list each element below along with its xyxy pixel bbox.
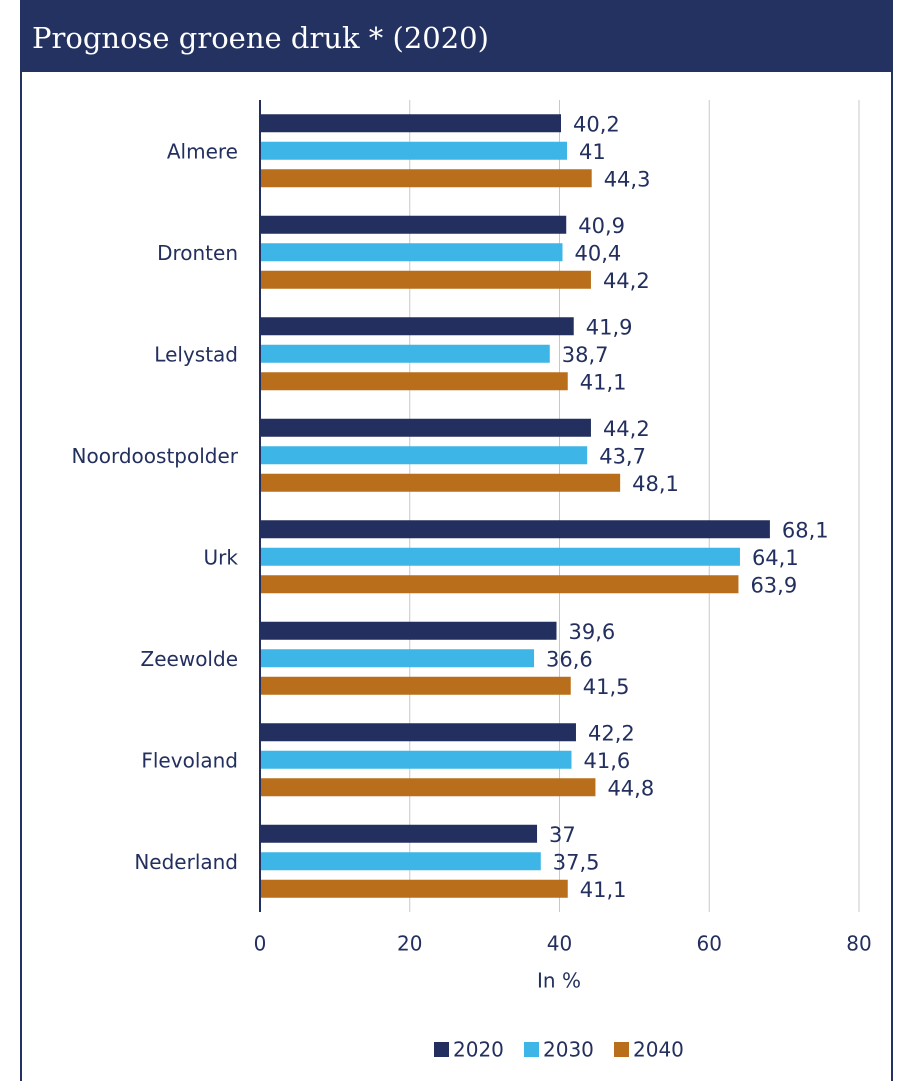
bar [260, 372, 568, 391]
bar [260, 473, 621, 492]
value-label: 48,1 [632, 472, 679, 496]
bar [260, 879, 568, 898]
value-label: 41,5 [583, 675, 630, 699]
value-label: 37,5 [553, 850, 600, 874]
value-label: 68,1 [782, 518, 829, 542]
value-label: 41,1 [580, 370, 627, 394]
value-label: 41,6 [583, 749, 630, 773]
value-label: 36,6 [546, 647, 593, 671]
bar [260, 750, 572, 769]
value-label: 64,1 [752, 546, 799, 570]
bar [260, 676, 571, 695]
bar [260, 317, 574, 336]
legend-swatch [434, 1042, 449, 1057]
x-tick-label: 40 [547, 932, 572, 956]
x-tick-label: 80 [846, 932, 871, 956]
bar [260, 723, 576, 742]
value-label: 44,8 [607, 776, 654, 800]
value-label: 44,2 [603, 417, 650, 441]
value-label: 40,9 [578, 214, 625, 238]
legend-label: 2020 [453, 1038, 504, 1062]
bar [260, 520, 770, 539]
value-label: 41,1 [580, 878, 627, 902]
bar [260, 547, 740, 566]
value-label: 37 [549, 823, 576, 847]
x-tick-label: 0 [254, 932, 267, 956]
bar [260, 575, 739, 594]
y-tick-label: Dronten [157, 241, 238, 265]
y-tick-label: Noordoostpolder [72, 444, 239, 468]
x-tick-label: 60 [697, 932, 722, 956]
bar [260, 344, 550, 363]
value-label: 41 [579, 140, 606, 164]
y-tick-label: Lelystad [154, 342, 238, 366]
y-tick-label: Nederland [134, 850, 238, 874]
legend-swatch [524, 1042, 539, 1057]
bar [260, 141, 567, 160]
value-label: 43,7 [599, 444, 646, 468]
bar [260, 270, 591, 289]
y-tick-label: Zeewolde [141, 647, 238, 671]
bar [260, 418, 591, 437]
bar [260, 215, 567, 234]
x-tick-label: 20 [397, 932, 422, 956]
value-label: 40,2 [573, 112, 620, 136]
y-tick-label: Almere [167, 139, 238, 163]
value-label: 63,9 [750, 573, 797, 597]
value-label: 42,2 [588, 721, 635, 745]
y-tick-label: Urk [204, 545, 239, 569]
value-label: 44,3 [604, 167, 651, 191]
header-band [20, 0, 893, 72]
bar [260, 621, 557, 640]
bar [260, 169, 592, 188]
y-tick-label: Flevoland [141, 748, 238, 772]
legend-swatch [614, 1042, 629, 1057]
legend-label: 2030 [543, 1038, 594, 1062]
chart-title: Prognose groene druk * (2020) [32, 21, 489, 55]
bar [260, 446, 588, 465]
bar [260, 778, 596, 797]
value-label: 38,7 [562, 343, 609, 367]
bar [260, 243, 563, 262]
value-label: 41,9 [586, 315, 633, 339]
x-axis-title: In % [537, 969, 581, 993]
bar [260, 114, 561, 133]
legend-label: 2040 [633, 1038, 684, 1062]
bar [260, 649, 535, 668]
value-label: 40,4 [574, 241, 621, 265]
bar [260, 824, 538, 843]
value-label: 44,2 [603, 269, 650, 293]
bar [260, 852, 541, 871]
value-label: 39,6 [569, 620, 616, 644]
